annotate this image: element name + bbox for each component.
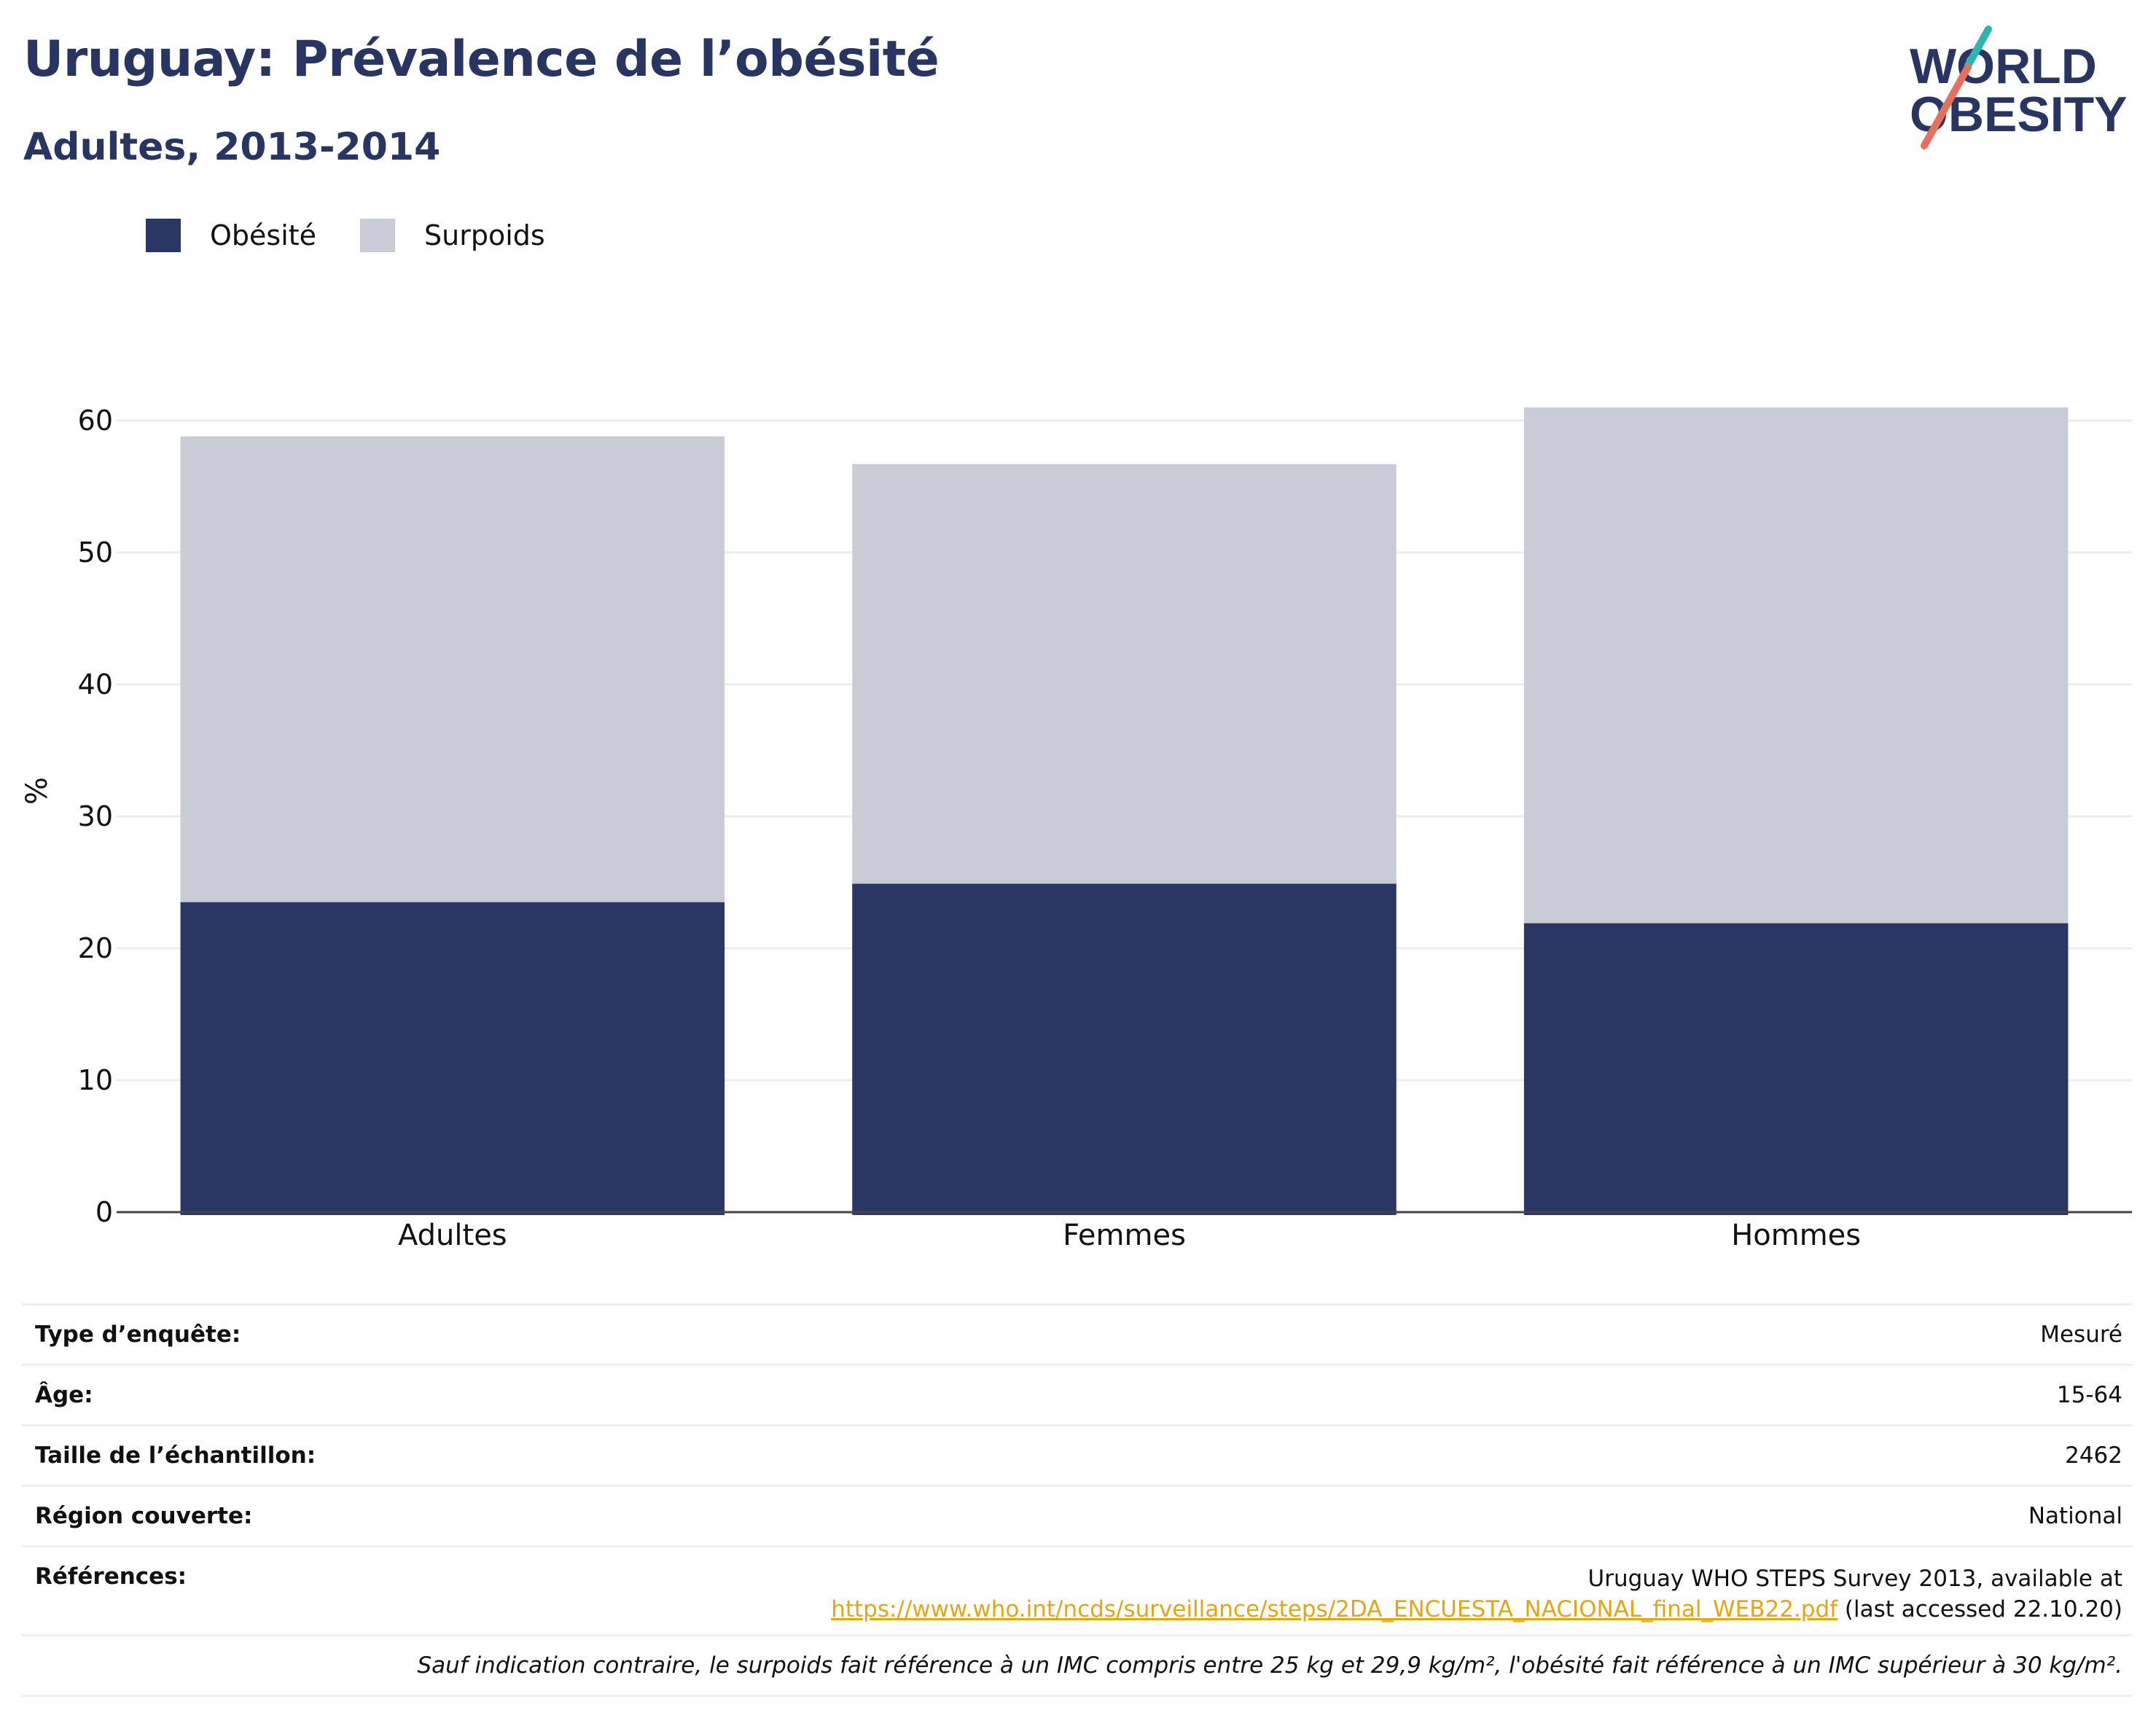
sample-size-label: Taille de l’échantillon: xyxy=(35,1442,316,1469)
chart-title: Uruguay: Prévalence de l’obésité xyxy=(23,31,940,88)
y-tick-label: 20 xyxy=(78,932,113,964)
references-text: Uruguay WHO STEPS Survey 2013, available… xyxy=(1587,1566,2122,1592)
survey-type-value: Mesuré xyxy=(2040,1321,2122,1348)
y-tick-label: 0 xyxy=(95,1196,113,1228)
legend-item-obesity[interactable]: Obésité xyxy=(146,219,316,252)
y-tick-label: 10 xyxy=(78,1064,113,1096)
bar-obesity xyxy=(1523,923,2069,1215)
region-value: National xyxy=(2028,1503,2122,1529)
y-tick-label: 40 xyxy=(78,668,113,700)
bar-obesity xyxy=(852,883,1397,1215)
age-label: Âge: xyxy=(35,1382,93,1408)
age-value: 15-64 xyxy=(2056,1382,2122,1408)
info-row-sample-size: Taille de l’échantillon: 2462 xyxy=(22,1424,2133,1485)
y-tick-label: 60 xyxy=(78,405,113,437)
legend-item-overweight[interactable]: Surpoids xyxy=(360,219,545,252)
chart-legend: Obésité Surpoids xyxy=(146,219,589,252)
chart-subtitle: Adultes, 2013-2014 xyxy=(23,125,441,169)
x-tick-label: Adultes xyxy=(398,1219,507,1252)
legend-label-overweight: Surpoids xyxy=(424,219,545,251)
region-label: Région couverte: xyxy=(35,1503,253,1529)
svg-text:WORLD: WORLD xyxy=(1910,39,2097,94)
stacked-bar-chart: 0 10 20 30 40 50 60% Adultes Femmes Hommes xyxy=(20,405,2132,1252)
world-obesity-logo: WORLD OBESITY xyxy=(1910,26,2128,149)
y-tick-label: 50 xyxy=(78,536,113,569)
bar-overweight xyxy=(180,436,725,902)
info-row-survey-type: Type d’enquête: Mesuré xyxy=(22,1303,2133,1364)
bmi-footnote: Sauf indication contraire, le surpoids f… xyxy=(22,1634,2133,1697)
sample-size-value: 2462 xyxy=(2065,1442,2122,1469)
survey-info-table: Type d’enquête: Mesuré Âge: 15-64 Taille… xyxy=(22,1303,2133,1697)
y-axis-title: % xyxy=(20,777,54,805)
references-accessed: (last accessed 22.10.20) xyxy=(1837,1596,2122,1622)
info-row-region: Région couverte: National xyxy=(22,1485,2133,1545)
legend-swatch-overweight xyxy=(360,219,396,252)
x-tick-label: Femmes xyxy=(1063,1219,1186,1252)
info-row-references: Références: Uruguay WHO STEPS Survey 201… xyxy=(22,1545,2133,1634)
references-label: Références: xyxy=(35,1563,187,1590)
x-tick-label: Hommes xyxy=(1731,1219,1861,1252)
info-row-age: Âge: 15-64 xyxy=(22,1364,2133,1424)
references-link[interactable]: https://www.who.int/ncds/surveillance/st… xyxy=(831,1596,1838,1622)
y-tick-label: 30 xyxy=(78,800,113,832)
legend-swatch-obesity xyxy=(146,219,181,252)
bar-overweight xyxy=(852,464,1397,884)
bar-obesity xyxy=(180,902,725,1215)
bar-overweight xyxy=(1523,407,2069,923)
svg-text:OBESITY: OBESITY xyxy=(1910,87,2128,142)
survey-type-label: Type d’enquête: xyxy=(35,1321,241,1348)
references-value: Uruguay WHO STEPS Survey 2013, available… xyxy=(831,1563,2133,1625)
legend-label-obesity: Obésité xyxy=(210,219,317,251)
